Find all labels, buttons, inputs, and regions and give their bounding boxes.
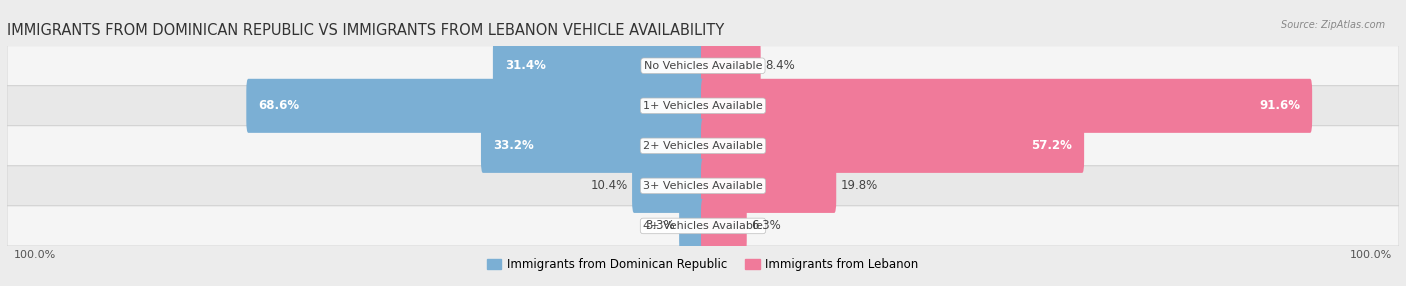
- Text: 31.4%: 31.4%: [505, 59, 546, 72]
- Legend: Immigrants from Dominican Republic, Immigrants from Lebanon: Immigrants from Dominican Republic, Immi…: [482, 254, 924, 276]
- Text: 91.6%: 91.6%: [1260, 99, 1301, 112]
- FancyBboxPatch shape: [7, 166, 1399, 206]
- Text: 2+ Vehicles Available: 2+ Vehicles Available: [643, 141, 763, 151]
- Text: 100.0%: 100.0%: [14, 250, 56, 260]
- Text: 100.0%: 100.0%: [1350, 250, 1392, 260]
- Text: 1+ Vehicles Available: 1+ Vehicles Available: [643, 101, 763, 111]
- FancyBboxPatch shape: [702, 39, 761, 93]
- FancyBboxPatch shape: [494, 39, 704, 93]
- FancyBboxPatch shape: [633, 159, 704, 213]
- Text: No Vehicles Available: No Vehicles Available: [644, 61, 762, 71]
- Text: 6.3%: 6.3%: [751, 219, 782, 233]
- FancyBboxPatch shape: [679, 199, 704, 253]
- Text: IMMIGRANTS FROM DOMINICAN REPUBLIC VS IMMIGRANTS FROM LEBANON VEHICLE AVAILABILI: IMMIGRANTS FROM DOMINICAN REPUBLIC VS IM…: [7, 23, 724, 38]
- Text: 33.2%: 33.2%: [494, 139, 534, 152]
- Text: 3.3%: 3.3%: [645, 219, 675, 233]
- FancyBboxPatch shape: [7, 46, 1399, 86]
- FancyBboxPatch shape: [7, 206, 1399, 246]
- Text: 19.8%: 19.8%: [841, 179, 879, 192]
- FancyBboxPatch shape: [702, 159, 837, 213]
- FancyBboxPatch shape: [246, 79, 704, 133]
- FancyBboxPatch shape: [7, 126, 1399, 166]
- Text: 57.2%: 57.2%: [1032, 139, 1073, 152]
- Text: 3+ Vehicles Available: 3+ Vehicles Available: [643, 181, 763, 191]
- Text: 4+ Vehicles Available: 4+ Vehicles Available: [643, 221, 763, 231]
- FancyBboxPatch shape: [481, 119, 704, 173]
- Text: 68.6%: 68.6%: [259, 99, 299, 112]
- Text: 10.4%: 10.4%: [591, 179, 627, 192]
- FancyBboxPatch shape: [702, 199, 747, 253]
- Text: 8.4%: 8.4%: [765, 59, 794, 72]
- Text: Source: ZipAtlas.com: Source: ZipAtlas.com: [1281, 20, 1385, 30]
- FancyBboxPatch shape: [702, 79, 1312, 133]
- FancyBboxPatch shape: [702, 119, 1084, 173]
- FancyBboxPatch shape: [7, 86, 1399, 126]
